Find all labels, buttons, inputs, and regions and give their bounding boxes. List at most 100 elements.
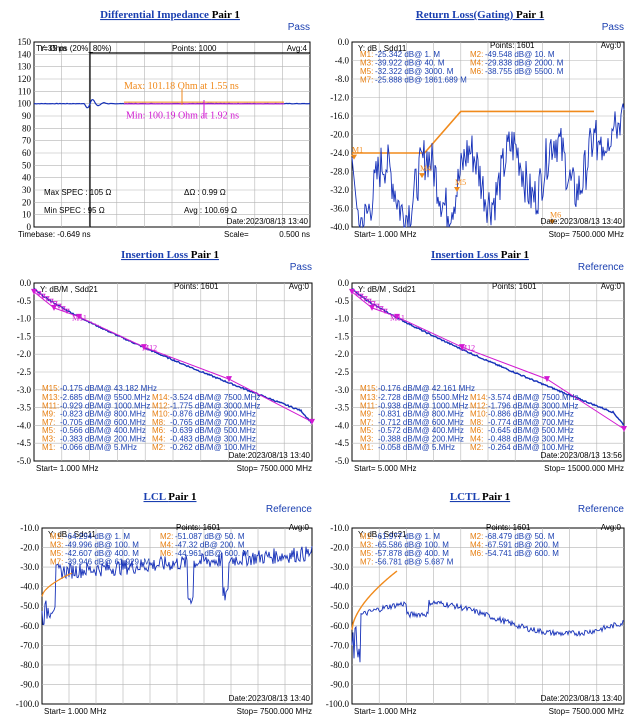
y-tick-label: -40.0 (330, 582, 349, 592)
marker-label: M2: (470, 50, 483, 59)
marker-triangle (226, 376, 232, 383)
marker-name: M5 (455, 178, 466, 187)
chart-title: LCTL Pair 1 (450, 491, 510, 503)
marker-label: M1: (360, 50, 373, 59)
marker-triangle (454, 187, 460, 192)
marker-value: -57.878 dB@ 400. M (375, 549, 449, 558)
chart-panel-3: Insertion Loss Pair 1 Pass Y: dB/M , Sdd21… (17, 249, 315, 473)
y-tick-label: -3.5 (17, 403, 32, 413)
y-tick-label: -80.0 (20, 660, 39, 670)
marker-value: -0.639 dB/M@ 500.MHz (170, 426, 256, 435)
marker-label: M4: (160, 541, 173, 550)
marker-label: M4: (470, 541, 483, 550)
y-tick-label: -90.0 (330, 679, 349, 689)
reference-step (89, 52, 310, 227)
marker-value: -1.796 dB/M@ 3000.MHz (488, 401, 578, 410)
marker-value: -0.058 dB/M@ 5.MHz (378, 443, 455, 452)
marker-triangle (52, 301, 58, 307)
points-count: Points: 1601 (174, 282, 219, 291)
marker-value: -25.342 dB@ 1. M (375, 50, 440, 59)
average-count: Avg:0 (601, 523, 622, 532)
date-stamp: Date:2023/08/13 13:40 (229, 451, 311, 460)
marker-label: M4: (470, 59, 483, 68)
timebase: Timebase: -0.649 ns (18, 230, 91, 239)
y-tick-label: -4.5 (17, 438, 32, 448)
marker-label: M9: (42, 410, 55, 419)
marker-triangle (374, 303, 380, 310)
marker-label: M6: (470, 67, 483, 76)
y-tick-label: 40 (22, 173, 32, 183)
y-tick-label: -20.0 (330, 543, 349, 553)
marker-label: M9: (360, 410, 373, 419)
marker-name: M11 (72, 313, 87, 322)
marker-triangle (64, 308, 70, 315)
y-tick-label: -70.0 (330, 640, 349, 650)
marker-value: -0.176 dB/M@ 42.161 MHz (378, 384, 475, 393)
marker-value: -0.175 dB/M@ 43.182 MHz (60, 384, 157, 393)
marker-triangle (40, 293, 46, 300)
y-tick-label: -2.5 (17, 367, 32, 377)
marker-label: M3: (360, 541, 373, 550)
start-frequency: Start= 1.000 MHz (354, 707, 416, 716)
y-tick-label: -10.0 (330, 523, 349, 533)
average-ohm: Avg : 100.69 Ω (184, 206, 237, 215)
y-tick-label: -20.0 (330, 130, 349, 140)
chart-title: Return Loss(Gating) Pair 1 (416, 9, 544, 21)
marker-value: -0.886 dB/M@ 900.MHz (488, 410, 574, 419)
points-count: Points: 1000 (172, 44, 217, 53)
marker-label: M7: (360, 418, 373, 427)
y-axis-label: Y: dB , Sdc21 (358, 530, 407, 539)
marker-value: -2.685 dB/M@ 5500.MHz (60, 393, 150, 402)
y-tick-label: 0.0 (20, 278, 32, 288)
chart-panel-5: LCL Pair 1 Reference Y: dB , Sdc11 -10.0 -20… (16, 491, 313, 716)
marker-triangle (60, 306, 66, 312)
marker-triangle (366, 298, 372, 305)
y-tick-label: -28.0 (330, 167, 349, 177)
marker-label: M3: (42, 435, 55, 444)
y-tick-label: 140 (18, 49, 32, 59)
marker-triangle (370, 301, 376, 307)
chart-title: Differential Impedance Pair 1 (100, 9, 240, 21)
marker-label: M7: (42, 418, 55, 427)
marker-triangle (31, 288, 37, 295)
y-tick-label: -16.0 (330, 111, 349, 121)
y-tick-label: -2.0 (335, 349, 350, 359)
chart-panel-1: Differential Impedance Pair 1 Pass Y: Ohm 0… (18, 9, 311, 239)
marker-name: M11 (390, 313, 405, 322)
min-spec: Min SPEC : 95 Ω (44, 206, 105, 215)
marker-label: M14: (470, 393, 488, 402)
scale-value: 0.500 ns (279, 230, 310, 239)
marker-label: M6: (470, 549, 483, 558)
marker-triangle (36, 291, 42, 297)
marker-value: -49.548 dB@ 10. M (485, 50, 555, 59)
y-tick-label: -0.5 (335, 296, 350, 306)
y-axis-label: Y: dB , Sdd11 (358, 44, 407, 53)
marker-value: -1.775 dB/M@ 3000.MHz (170, 401, 260, 410)
marker-value: -0.712 dB/M@ 600.MHz (378, 418, 464, 427)
limit-line (41, 572, 73, 597)
y-tick-label: 0 (27, 222, 32, 232)
y-tick-label: -60.0 (330, 621, 349, 631)
y-tick-label: -10.0 (20, 523, 39, 533)
average-count: Avg:0 (289, 282, 310, 291)
y-tick-label: 60 (22, 148, 32, 158)
marker-value: -0.645 dB/M@ 500.MHz (488, 426, 574, 435)
marker-label: M2: (470, 532, 483, 541)
date-stamp: Date:2023/08/13 13:40 (541, 694, 623, 703)
marker-value: -49.996 dB@ 100. M (65, 541, 139, 550)
marker-label: M5: (360, 67, 373, 76)
marker-name: M12 (460, 344, 475, 353)
y-tick-label: -1.0 (17, 314, 32, 324)
y-tick-label: -36.0 (330, 204, 349, 214)
y-axis-label: Y: dB/M , Sdd21 (40, 285, 98, 294)
marker-name: M6 (550, 210, 561, 219)
marker-label: M1: (360, 532, 373, 541)
y-tick-label: -80.0 (330, 660, 349, 670)
marker-label: M3: (360, 435, 373, 444)
marker-value: -25.888 dB@ 1861.689 M (375, 76, 467, 85)
trace (41, 546, 313, 626)
marker-triangle (394, 313, 400, 320)
marker-label: M5: (360, 426, 373, 435)
max-annotation: Max: 101.18 Ohm at 1.55 ns (124, 81, 239, 92)
y-tick-label: 130 (18, 62, 32, 72)
